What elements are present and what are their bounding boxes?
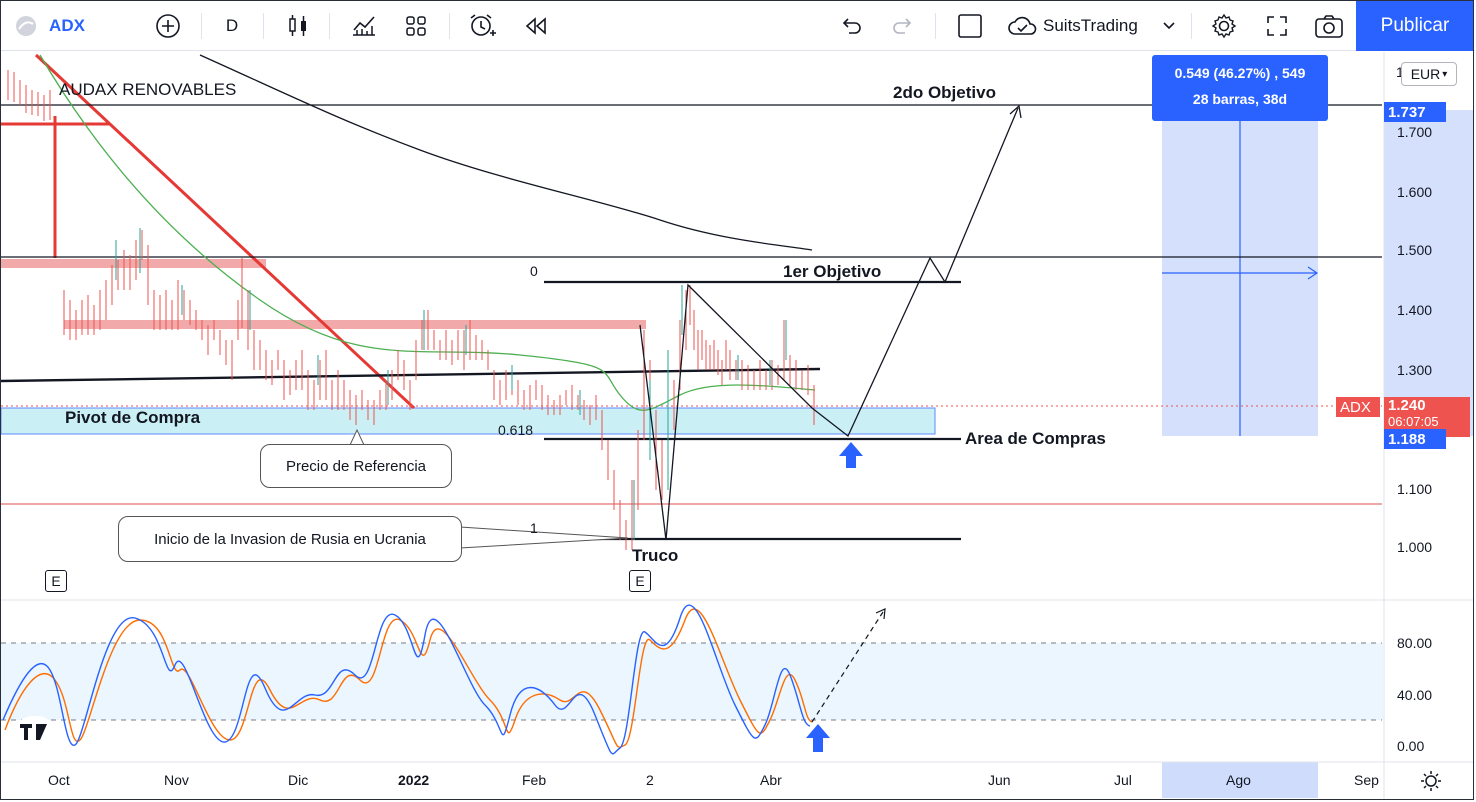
y-tick: 1.000 — [1397, 539, 1433, 555]
x-tick: 2 — [646, 772, 654, 788]
symbol-logo-icon — [11, 1, 41, 51]
publish-button[interactable]: Publicar — [1356, 1, 1474, 51]
bar-countdown: 06:07:05 — [1388, 414, 1439, 429]
x-tick: Dic — [288, 772, 309, 788]
y-tick: 1.600 — [1397, 184, 1433, 200]
y-tick: 1.500 — [1397, 242, 1433, 258]
x-tick: Feb — [522, 772, 547, 788]
x-tick: Sep — [1354, 772, 1379, 788]
measure-time-highlight — [1162, 762, 1318, 798]
alert-clock-icon[interactable] — [465, 1, 501, 51]
cloud-save-icon[interactable] — [1005, 1, 1041, 51]
y-tick: 1.700 — [1397, 124, 1433, 140]
fullscreen-toggle-icon[interactable] — [955, 1, 985, 51]
upper-price-tag: 1.737 — [1384, 102, 1446, 122]
earnings-badge[interactable]: E — [629, 570, 651, 592]
y-tick: 80.00 — [1397, 635, 1433, 651]
fullscreen-icon[interactable] — [1261, 1, 1293, 51]
measure-change: 0.549 (46.27%) , 549 — [1174, 65, 1306, 81]
compare-symbol-icon[interactable] — [151, 1, 185, 51]
layout-grid-icon[interactable] — [401, 1, 431, 51]
x-tick: Jun — [988, 772, 1011, 788]
earnings-badge[interactable]: E — [45, 570, 67, 592]
stoch-band — [1, 643, 1383, 720]
resistance-band-middle — [64, 320, 646, 329]
symbol-price-tag: ADX — [1336, 397, 1380, 417]
measure-price-highlight — [1384, 110, 1474, 436]
gear-icon[interactable] — [1207, 1, 1241, 51]
fib-0-label: 0 — [530, 263, 538, 279]
currency-select[interactable]: EUR ▾ — [1401, 62, 1457, 86]
y-tick: 40.00 — [1397, 687, 1433, 703]
reference-price-callout[interactable]: Precio de Referencia — [260, 444, 452, 488]
measure-bars: 28 barras, 38d — [1192, 91, 1288, 107]
settings-sun-icon[interactable] — [1420, 770, 1442, 797]
indicators-icon[interactable] — [347, 1, 381, 51]
redo-icon[interactable] — [887, 1, 919, 51]
invasion-callout[interactable]: Inicio de la Invasion de Rusia en Ucrani… — [118, 516, 462, 562]
x-tick: Jul — [1114, 772, 1132, 788]
pivot-zone — [0, 407, 936, 435]
resistance-band-upper — [1, 259, 266, 268]
fib-618-label: 0.618 — [498, 422, 534, 438]
y-tick: 1.400 — [1397, 302, 1433, 318]
symbol-search-button[interactable]: ADX — [49, 16, 85, 35]
x-tick: Nov — [164, 772, 189, 788]
lower-price-tag: 1.188 — [1384, 429, 1446, 449]
layout-name-button[interactable]: SuitsTrading — [1043, 16, 1138, 35]
top-toolbar: ADX D SuitsTrading — [1, 1, 1475, 51]
chart-title: AUDAX RENOVABLES — [59, 80, 237, 99]
measure-tooltip: 0.549 (46.27%) , 549 28 barras, 38d — [1152, 55, 1328, 121]
chevron-down-icon[interactable] — [1159, 1, 1179, 51]
y-tick: 0.00 — [1397, 738, 1425, 754]
x-tick: Oct — [48, 772, 70, 788]
tradingview-logo-icon — [16, 716, 54, 748]
fib-1-label: 1 — [530, 520, 538, 536]
pivot-label: Pivot de Compra — [65, 408, 201, 427]
interval-button[interactable]: D — [225, 16, 239, 35]
y-tick: 1.300 — [1397, 362, 1433, 378]
chevron-down-icon: ▾ — [1442, 68, 1448, 80]
buy-area-label: Area de Compras — [965, 429, 1106, 448]
x-tick: Ago — [1226, 772, 1251, 788]
candles-style-icon[interactable] — [283, 1, 313, 51]
x-tick: 2022 — [398, 772, 430, 788]
target-2-label: 2do Objetivo — [893, 83, 996, 102]
camera-icon[interactable] — [1311, 1, 1347, 51]
buy-arrow-up — [839, 442, 863, 468]
target-1-label: 1er Objetivo — [783, 262, 882, 281]
y-tick: 1.100 — [1397, 481, 1433, 497]
candles — [7, 70, 815, 550]
trick-label: Truco — [632, 546, 679, 565]
oscillator-arrow-up — [806, 724, 830, 752]
last-price: 1.240 — [1388, 397, 1426, 414]
replay-icon[interactable] — [519, 1, 553, 51]
x-tick: Abr — [760, 772, 782, 788]
undo-icon[interactable] — [835, 1, 867, 51]
